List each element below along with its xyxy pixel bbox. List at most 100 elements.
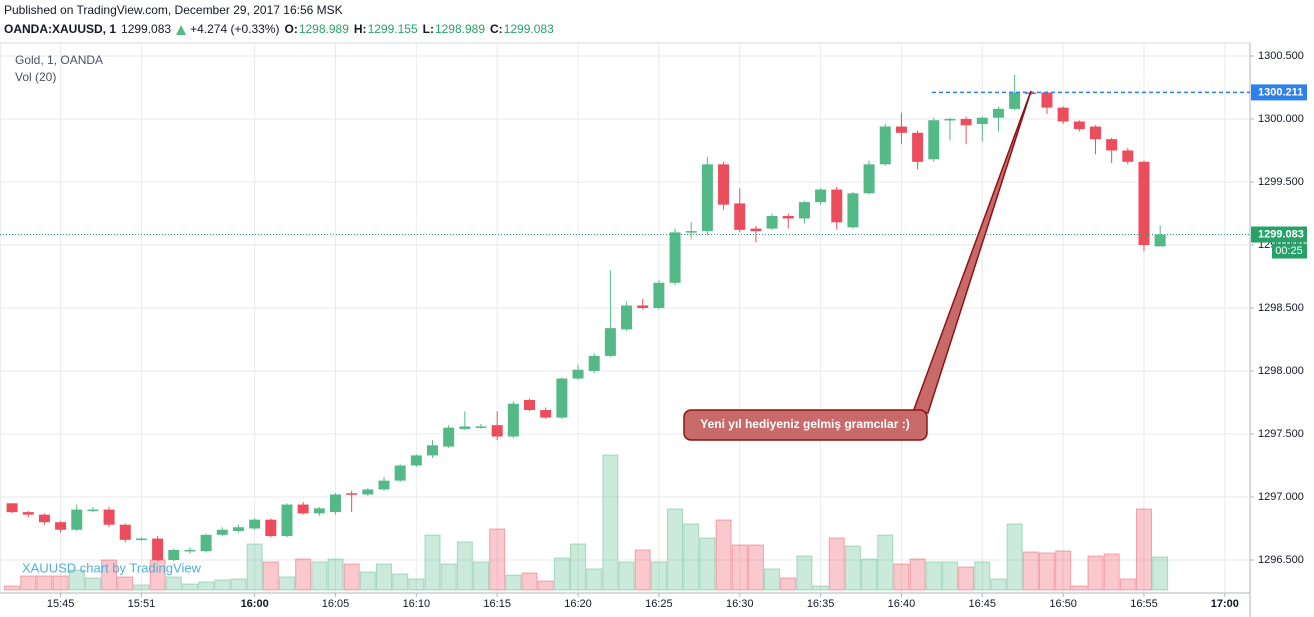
volume-bar [731, 544, 748, 591]
candle-body [103, 509, 115, 525]
volume-bar [101, 559, 118, 591]
candle-body [362, 489, 374, 495]
volume-bar [262, 561, 279, 591]
volume-bar [570, 543, 587, 591]
candle-body [815, 189, 827, 203]
volume-bar [424, 534, 441, 591]
candle-body [1106, 139, 1118, 151]
price-line-label: 1300.211 [1258, 86, 1303, 98]
y-tick-label: 1296.500 [1258, 554, 1304, 566]
volume-bar [1119, 578, 1136, 591]
volume-bar [747, 544, 764, 591]
candle-body [38, 514, 50, 523]
countdown-bg [1272, 243, 1307, 259]
volume-pane [4, 454, 1169, 591]
volume-bar [634, 549, 651, 591]
volume-bar [440, 563, 457, 591]
volume-bar [327, 558, 344, 591]
volume-bar [618, 561, 635, 591]
candle-body [637, 305, 649, 308]
candle-body [119, 524, 131, 540]
candle-body [216, 529, 228, 535]
candles [6, 74, 1166, 562]
volume-bar [1006, 523, 1023, 591]
candle-body [1057, 107, 1069, 122]
candle-body [1009, 92, 1021, 109]
candle-body [750, 228, 762, 232]
symbol-header: OANDA:XAUUSD, 1 1299.083 +4.274 (+0.33%) O:… [4, 22, 554, 36]
candle-body [1041, 92, 1053, 108]
volume-bar [392, 573, 409, 591]
candle-body [782, 215, 794, 219]
candle-body [55, 522, 67, 530]
volume-bar [941, 561, 958, 591]
volume-bar [828, 537, 845, 591]
volume-bar [311, 561, 328, 591]
volume-bar [553, 557, 570, 591]
candle-body [863, 164, 875, 194]
volume-bar [958, 566, 975, 591]
candle-body [394, 465, 406, 481]
candle-body [540, 410, 552, 418]
candle-body [588, 355, 600, 371]
candle-body [313, 508, 325, 514]
candle-body [459, 426, 471, 429]
candle-body [701, 164, 713, 232]
y-tick-label: 1298.000 [1258, 365, 1304, 377]
volume-bar [165, 576, 182, 591]
volume-bar [521, 572, 538, 591]
watermark: XAUUSD chart by TradingView [22, 560, 202, 575]
volume-bar [4, 585, 21, 591]
volume-bar [36, 575, 53, 591]
volume-bar [117, 576, 134, 591]
volume-bar [295, 558, 312, 591]
candle-body [1138, 161, 1150, 245]
volume-bar [1022, 551, 1039, 591]
candle-body [6, 503, 18, 513]
ohlc-value: 1299.083 [504, 22, 554, 36]
volume-bar [1087, 555, 1104, 591]
volume-title: Vol (20) [15, 70, 56, 84]
candle-body [685, 231, 697, 233]
published-note: Published on TradingView.com, December 2… [4, 3, 343, 17]
candle-body [524, 399, 536, 411]
volume-bar [909, 558, 926, 591]
candle-body [912, 132, 924, 162]
x-tick-label: 16:55 [1130, 598, 1158, 610]
volume-bar [473, 561, 490, 591]
volume-bar [861, 558, 878, 591]
callout-box [683, 409, 928, 441]
ohlc-value: 1298.989 [435, 22, 485, 36]
volume-bar [198, 581, 215, 591]
axes: 1296.500 1297.000 1297.500 1298.000 1298.500… [47, 50, 1307, 610]
volume-bar [84, 577, 101, 591]
x-tick-label: 16:25 [645, 598, 673, 610]
candle-body [443, 427, 455, 447]
x-tick-label: 16:40 [888, 598, 916, 610]
candle-body [604, 328, 616, 356]
candle-body [135, 538, 147, 541]
x-tick-label: 16:10 [403, 598, 431, 610]
candle-body [346, 493, 358, 495]
y-tick-label: 1297.500 [1258, 428, 1304, 440]
volume-bar [505, 574, 522, 591]
candle-body [71, 509, 83, 530]
candle-body [184, 549, 196, 552]
volume-bar [699, 537, 716, 591]
price-lines [0, 91, 1250, 236]
candle-body [798, 202, 810, 219]
candle-body [621, 305, 633, 330]
volume-bar [1103, 553, 1120, 591]
candle-body [718, 164, 730, 205]
volume-bar [602, 454, 619, 591]
volume-bar [181, 583, 198, 591]
y-tick-label: 1300.000 [1258, 113, 1304, 125]
volume-bar [812, 585, 829, 591]
y-tick-label: 1299.500 [1258, 176, 1304, 188]
volume-bar [1038, 552, 1055, 591]
candle-body [249, 519, 261, 529]
volume-bar [246, 543, 263, 591]
x-tick-label: 15:45 [47, 598, 75, 610]
candle-body [669, 232, 681, 283]
volume-bar [715, 519, 732, 591]
